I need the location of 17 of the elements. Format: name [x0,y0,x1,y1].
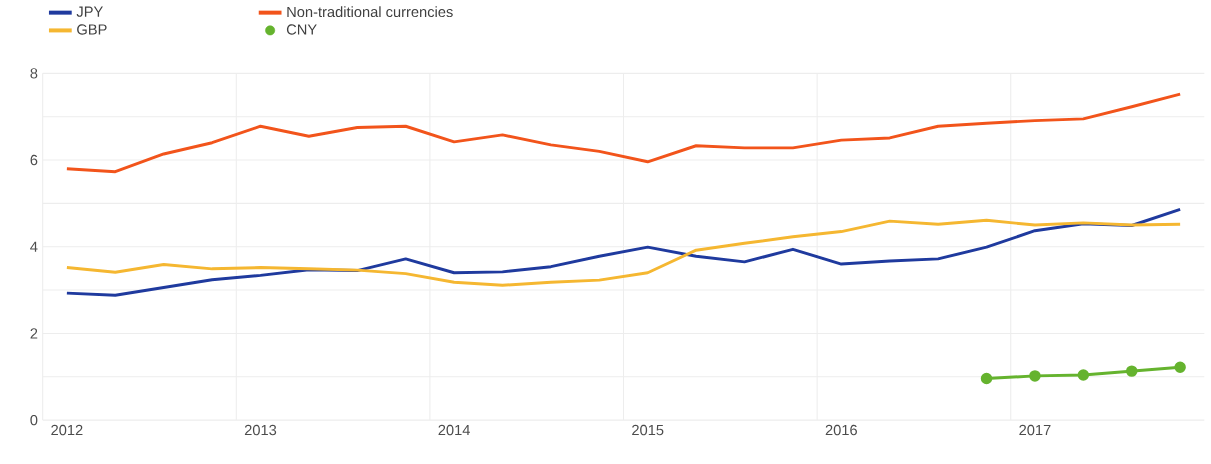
legend-label: Non-traditional currencies [287,6,453,18]
x-tick-label: 2012 [51,424,83,436]
legend-label: CNY [286,24,317,35]
legend-label: JPY [76,6,103,17]
y-tick-label: 4 [30,241,38,252]
line-series [65,92,1182,174]
x-tick-label: 2014 [438,424,470,436]
x-tick-label: 2013 [244,424,277,436]
y-tick-label: 6 [30,154,38,166]
x-tick-label: 2017 [1019,424,1051,436]
legend-label: GBP [77,24,107,35]
x-tick-label: 2015 [632,424,664,436]
y-tick-label: 0 [30,414,38,426]
y-tick-label: 8 [30,68,38,79]
x-tick-label: 2016 [825,424,857,436]
y-tick-label: 2 [30,328,38,339]
line-series [65,218,1182,287]
